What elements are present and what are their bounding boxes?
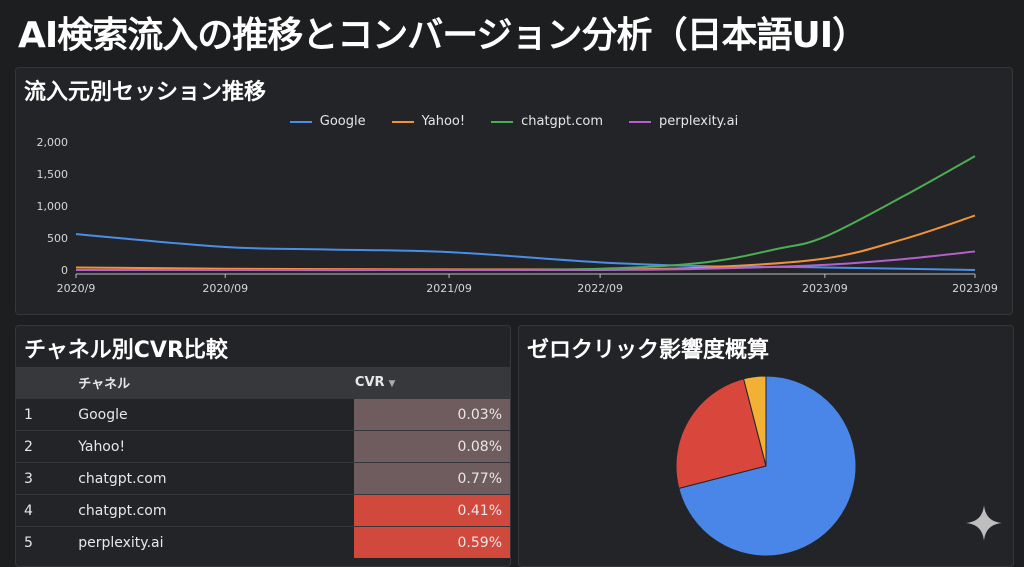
table-row[interactable]: 3 chatgpt.com 0.77% (16, 462, 510, 495)
header-cvr-label: CVR (354, 375, 385, 390)
legend-label: chatgpt.com (521, 114, 604, 129)
legend-swatch (491, 120, 514, 123)
row-cvr: 0.77% (353, 462, 510, 495)
sparkle-icon[interactable] (964, 503, 1004, 543)
header-rank (16, 367, 61, 399)
header-channel[interactable]: チャネル (60, 367, 354, 399)
row-cvr: 0.08% (353, 430, 510, 463)
legend-swatch (289, 120, 312, 123)
table-row[interactable]: 2 Yahoo! 0.08% (16, 430, 510, 463)
row-channel: chatgpt.com (60, 494, 354, 527)
series-line (75, 155, 976, 272)
y-tick-label: 0 (61, 264, 68, 277)
row-rank: 5 (16, 526, 61, 558)
x-tick-label: 2020/09 (202, 282, 248, 295)
pie-chart (675, 375, 857, 557)
row-cvr: 0.03% (353, 398, 510, 431)
line-chart: 2,000 1,500 1,000 500 0 2020/9 2020/09 2021/09 2… (37, 136, 998, 295)
x-tick-label: 2020/9 (57, 282, 96, 295)
row-cvr: 0.59% (353, 526, 510, 558)
cvr-table-card: チャネル別CVR比較 チャネル CVR ▼ 1 Google 0.03% 2 Yahoo!… (15, 325, 511, 567)
row-rank: 1 (16, 398, 61, 431)
y-tick-label: 1,500 (37, 168, 69, 181)
table-title: チャネル別CVR比較 (24, 338, 228, 363)
x-tick-label: 2023/09 (802, 282, 848, 295)
legend-label: Google (319, 114, 366, 129)
x-tick-label: 2023/09 (952, 282, 998, 295)
table-row[interactable]: 4 chatgpt.com 0.41% (16, 494, 510, 527)
table-row[interactable]: 5 perplexity.ai 0.59% (16, 526, 510, 558)
legend-item[interactable]: chatgpt.com (491, 114, 603, 129)
legend-swatch (629, 120, 652, 123)
row-channel: perplexity.ai (60, 526, 354, 558)
series-line (75, 250, 976, 272)
row-rank: 3 (16, 462, 61, 495)
series-line (75, 233, 976, 271)
legend-item[interactable]: perplexity.ai (629, 114, 738, 129)
row-channel: Yahoo! (60, 430, 354, 463)
header-cvr[interactable]: CVR ▼ (353, 367, 510, 399)
legend-label: perplexity.ai (659, 114, 739, 129)
row-channel: Google (60, 398, 354, 431)
row-rank: 4 (16, 494, 61, 527)
cvr-table: チャネル CVR ▼ 1 Google 0.03% 2 Yahoo! 0.08% 3 chatg… (16, 367, 510, 558)
y-tick-label: 1,000 (37, 200, 69, 213)
row-channel: chatgpt.com (60, 462, 354, 495)
row-cvr: 0.41% (353, 494, 510, 527)
chart-legend: Google Yahoo! chatgpt.com perplexity.ai (16, 114, 1012, 129)
legend-swatch (391, 120, 414, 123)
sort-desc-icon[interactable]: ▼ (388, 379, 396, 389)
pie-chart-card: ゼロクリック影響度概算 (518, 325, 1014, 567)
pie-slice (675, 378, 767, 489)
x-tick-label: 2021/09 (426, 282, 472, 295)
line-chart-title: 流入元別セッション推移 (24, 80, 267, 105)
y-tick-label: 500 (47, 232, 68, 245)
legend-item[interactable]: Yahoo! (391, 114, 466, 129)
row-rank: 2 (16, 430, 61, 463)
legend-label: Yahoo! (421, 114, 466, 129)
line-chart-card: 流入元別セッション推移 Google Yahoo! chatgpt.com perpl… (15, 67, 1013, 315)
page-title: AI検索流入の推移とコンバージョン分析（日本語UI） (18, 15, 868, 56)
pie-chart-title: ゼロクリック影響度概算 (527, 338, 770, 363)
table-row[interactable]: 1 Google 0.03% (16, 398, 510, 431)
table-header-row: チャネル CVR ▼ (16, 367, 510, 399)
pie-slice (678, 375, 857, 557)
x-tick-label: 2022/09 (577, 282, 623, 295)
pie-slice (743, 375, 767, 467)
y-tick-label: 2,000 (37, 136, 69, 149)
series-line (75, 214, 976, 271)
legend-item[interactable]: Google (289, 114, 366, 129)
